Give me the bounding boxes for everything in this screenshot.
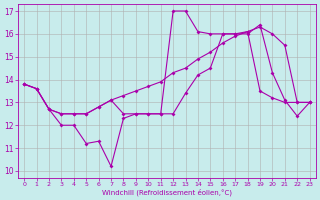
X-axis label: Windchill (Refroidissement éolien,°C): Windchill (Refroidissement éolien,°C) bbox=[102, 188, 232, 196]
